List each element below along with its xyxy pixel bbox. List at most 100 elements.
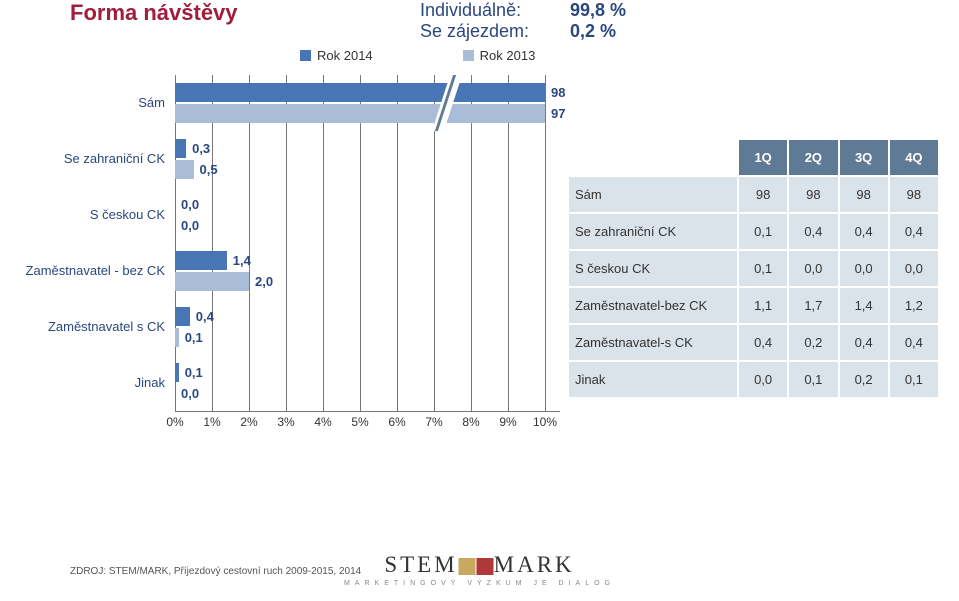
table-cell: 0,4	[839, 324, 889, 361]
table-cell: 0,1	[738, 213, 788, 250]
bar-value-label: 0,0	[181, 386, 199, 401]
table-cell: 98	[889, 176, 939, 213]
bar-value-label: 0,0	[181, 197, 199, 212]
table-cell: 0,4	[788, 213, 838, 250]
category-label: Jinak	[0, 375, 175, 391]
summary-value: 99,8 %	[570, 0, 626, 21]
table-row-label: Se zahraniční CK	[568, 213, 738, 250]
bar-2013	[175, 272, 249, 291]
bar-group: 0,30,5	[175, 131, 560, 187]
chart-category-row: Zaměstnavatel - bez CK1,42,0	[0, 243, 560, 299]
chart-category-row: Se zahraniční CK0,30,5	[0, 131, 560, 187]
bar-value-label: 1,4	[233, 253, 251, 268]
table-cell: 0,4	[839, 213, 889, 250]
bar-value-label: 0,1	[185, 330, 203, 345]
table-cell: 0,1	[788, 361, 838, 398]
logo-part2: MARK	[494, 552, 575, 577]
summary-block: Individuálně: 99,8 % Se zájezdem: 0,2 %	[420, 0, 626, 42]
bar-2013	[175, 160, 194, 179]
bar-value-label: 98	[551, 85, 565, 100]
logo-square-icon	[477, 558, 494, 575]
table-corner-cell	[568, 139, 738, 176]
summary-value: 0,2 %	[570, 21, 616, 42]
summary-row: Se zájezdem: 0,2 %	[420, 21, 626, 42]
table-row: Zaměstnavatel-bez CK1,11,71,41,2	[568, 287, 939, 324]
legend: Rok 2014 Rok 2013	[0, 48, 959, 63]
data-table: 1Q2Q3Q4QSám98989898Se zahraniční CK0,10,…	[568, 139, 939, 436]
chart-category-row: S českou CK0,00,0	[0, 187, 560, 243]
table-header-cell: 4Q	[889, 139, 939, 176]
table-cell: 1,1	[738, 287, 788, 324]
x-tick-label: 1%	[203, 415, 220, 429]
x-tick-label: 3%	[277, 415, 294, 429]
bar-2013	[175, 328, 179, 347]
table-header-row: 1Q2Q3Q4Q	[568, 139, 939, 176]
bar-2014	[175, 139, 186, 158]
bar-group: 0,10,0	[175, 355, 560, 411]
legend-label: Rok 2013	[480, 48, 536, 63]
chart-category-row: Zaměstnavatel s CK 0,4 0,1	[0, 299, 560, 355]
table-cell: 0,0	[788, 250, 838, 287]
logo-text: STEM MARK	[344, 552, 615, 578]
bar-value-label: 0,1	[185, 365, 203, 380]
bar-2014	[175, 83, 545, 102]
legend-swatch	[463, 50, 474, 61]
table-cell: 0,0	[738, 361, 788, 398]
chart-category-row: Sám9897	[0, 75, 560, 131]
logo: STEM MARK MARKETINGOVÝ VÝZKUM JE DIALOG	[344, 552, 615, 587]
page-title: Forma návštěvy	[70, 0, 360, 42]
chart-category-row: Jinak0,10,0	[0, 355, 560, 411]
x-tick-label: 9%	[499, 415, 516, 429]
category-label: Sám	[0, 95, 175, 111]
header-row: Forma návštěvy Individuálně: 99,8 % Se z…	[0, 0, 959, 42]
legend-item: Rok 2014	[300, 48, 373, 63]
table-cell: 0,4	[889, 324, 939, 361]
table-row: Jinak0,00,10,20,1	[568, 361, 939, 398]
category-label: Zaměstnavatel - bez CK	[0, 263, 175, 279]
bar-2013	[175, 104, 545, 123]
logo-part1: STEM	[384, 552, 457, 577]
bar-group: 9897	[175, 75, 560, 131]
table-row: S českou CK0,10,00,00,0	[568, 250, 939, 287]
source-footer: ZDROJ: STEM/MARK, Příjezdový cestovní ru…	[70, 566, 361, 577]
x-tick-label: 10%	[533, 415, 557, 429]
bar-value-label: 0,3	[192, 141, 210, 156]
table-cell: 0,0	[839, 250, 889, 287]
table-cell: 0,2	[839, 361, 889, 398]
bar-2014	[175, 251, 227, 270]
table-cell: 0,1	[738, 250, 788, 287]
summary-label: Individuálně:	[420, 0, 570, 21]
table-cell: 0,4	[738, 324, 788, 361]
x-tick-label: 0%	[166, 415, 183, 429]
bar-value-label: 0,4	[196, 309, 214, 324]
bar-group: 1,42,0	[175, 243, 560, 299]
table-row-label: Zaměstnavatel-s CK	[568, 324, 738, 361]
legend-swatch	[300, 50, 311, 61]
summary-row: Individuálně: 99,8 %	[420, 0, 626, 21]
category-label: Zaměstnavatel s CK	[0, 319, 175, 335]
x-tick-label: 8%	[462, 415, 479, 429]
bar-2014	[175, 363, 179, 382]
table-cell: 98	[788, 176, 838, 213]
legend-label: Rok 2014	[317, 48, 373, 63]
x-tick-label: 5%	[351, 415, 368, 429]
legend-item: Rok 2013	[463, 48, 536, 63]
table-cell: 0,4	[889, 213, 939, 250]
table-row-label: Sám	[568, 176, 738, 213]
table-row: Zaměstnavatel-s CK0,40,20,40,4	[568, 324, 939, 361]
x-tick-label: 7%	[425, 415, 442, 429]
axis-break-icon	[441, 75, 459, 131]
table-row-label: Jinak	[568, 361, 738, 398]
category-label: S českou CK	[0, 207, 175, 223]
x-axis: 0%1%2%3%4%5%6%7%8%9%10%	[175, 411, 560, 436]
x-tick-label: 6%	[388, 415, 405, 429]
x-tick-label: 2%	[240, 415, 257, 429]
table-cell: 1,4	[839, 287, 889, 324]
table-cell: 0,1	[889, 361, 939, 398]
table-cell: 98	[839, 176, 889, 213]
table-cell: 98	[738, 176, 788, 213]
logo-subtitle: MARKETINGOVÝ VÝZKUM JE DIALOG	[344, 580, 615, 587]
category-label: Se zahraniční CK	[0, 151, 175, 167]
logo-square-icon	[459, 558, 476, 575]
summary-label: Se zájezdem:	[420, 21, 570, 42]
